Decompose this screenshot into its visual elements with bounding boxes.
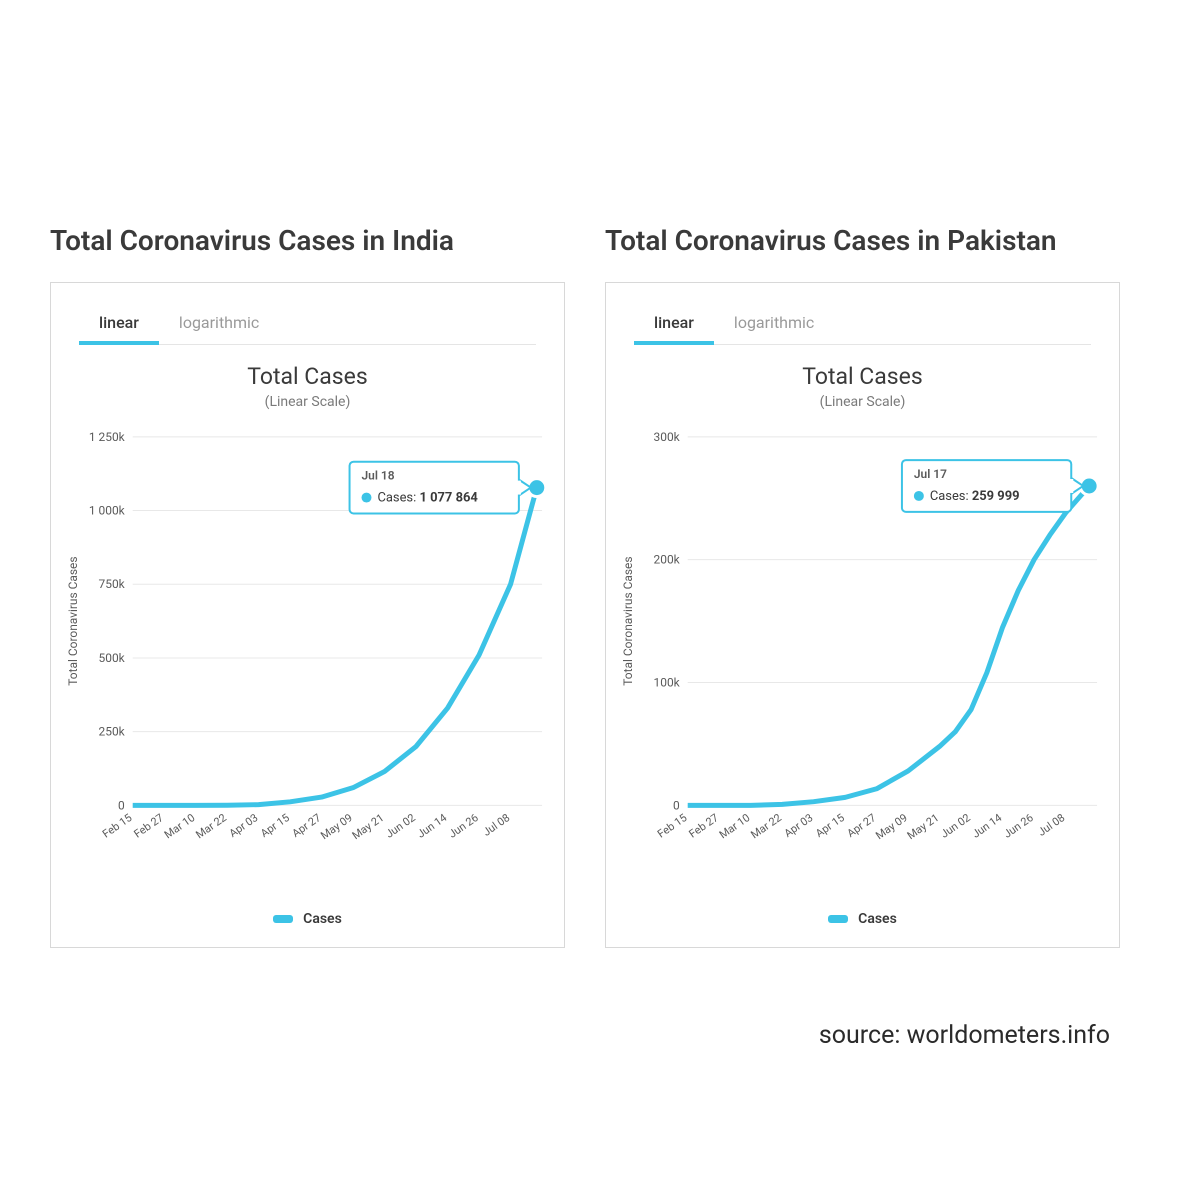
legend-label: Cases <box>303 911 342 927</box>
tabs-pakistan: linear logarithmic <box>634 303 1091 345</box>
legend-swatch <box>273 915 293 923</box>
svg-text:Jul 08: Jul 08 <box>480 811 512 839</box>
legend[interactable]: Cases <box>616 908 1109 927</box>
svg-text:May 21: May 21 <box>905 811 942 842</box>
svg-text:Jun 26: Jun 26 <box>1001 811 1036 841</box>
tab-linear[interactable]: linear <box>634 303 714 344</box>
svg-text:May 21: May 21 <box>350 811 387 842</box>
tab-logarithmic[interactable]: logarithmic <box>159 303 279 344</box>
chart-svg-pakistan: 0 100k 200k 300k Total Coronavirus Cases Feb … <box>616 426 1109 866</box>
panel-india: Total Coronavirus Cases in India linear … <box>50 180 565 948</box>
svg-text:750k: 750k <box>99 577 126 591</box>
svg-text:Jun 02: Jun 02 <box>383 811 418 841</box>
svg-text:Total Coronavirus Cases: Total Coronavirus Cases <box>66 556 80 685</box>
panel-title-pakistan: Total Coronavirus Cases in Pakistan <box>605 180 1120 258</box>
svg-text:Feb 27: Feb 27 <box>687 811 721 841</box>
svg-text:Apr 15: Apr 15 <box>258 811 292 840</box>
svg-text:1 000k: 1 000k <box>89 504 126 518</box>
chart-card-india: linear logarithmic Total Cases (Linear S… <box>50 282 565 948</box>
svg-text:500k: 500k <box>99 651 126 665</box>
svg-text:100k: 100k <box>654 676 681 690</box>
panel-title-india: Total Coronavirus Cases in India <box>50 180 565 258</box>
svg-text:Total Coronavirus Cases: Total Coronavirus Cases <box>621 556 635 685</box>
svg-text:1 250k: 1 250k <box>89 430 126 444</box>
svg-text:Feb 27: Feb 27 <box>132 811 166 841</box>
svg-text:May 09: May 09 <box>318 811 355 842</box>
tab-logarithmic[interactable]: logarithmic <box>714 303 834 344</box>
svg-text:Jun 26: Jun 26 <box>446 811 481 841</box>
svg-text:Cases: 259 999: Cases: 259 999 <box>930 489 1020 504</box>
svg-text:Apr 27: Apr 27 <box>290 811 324 840</box>
svg-text:300k: 300k <box>654 430 681 444</box>
svg-text:Jun 02: Jun 02 <box>938 811 973 841</box>
tabs-india: linear logarithmic <box>79 303 536 345</box>
legend-label: Cases <box>858 911 897 927</box>
panel-pakistan: Total Coronavirus Cases in Pakistan line… <box>605 180 1120 948</box>
svg-text:Apr 27: Apr 27 <box>845 811 879 840</box>
legend[interactable]: Cases <box>61 908 554 927</box>
svg-text:Jun 14: Jun 14 <box>970 811 1005 841</box>
tab-linear[interactable]: linear <box>79 303 159 344</box>
svg-text:Jul 08: Jul 08 <box>1035 811 1067 839</box>
chart-area-pakistan: 0 100k 200k 300k Total Coronavirus Cases Feb … <box>616 426 1109 866</box>
svg-text:Cases: 1 077 864: Cases: 1 077 864 <box>377 491 478 506</box>
chart-card-pakistan: linear logarithmic Total Cases (Linear S… <box>605 282 1120 948</box>
svg-text:May 09: May 09 <box>873 811 910 842</box>
svg-text:Feb 15: Feb 15 <box>100 811 134 841</box>
svg-text:250k: 250k <box>99 725 126 739</box>
chart-area-india: 0 250k 500k 750k 1 000k 1 250k Total Coronavir… <box>61 426 554 866</box>
chart-subtitle: (Linear Scale) <box>61 394 554 410</box>
svg-text:Mar 10: Mar 10 <box>162 811 197 841</box>
svg-text:Mar 22: Mar 22 <box>748 811 783 841</box>
svg-text:Mar 10: Mar 10 <box>717 811 752 841</box>
chart-title: Total Cases <box>61 363 554 390</box>
svg-text:Apr 03: Apr 03 <box>782 811 816 840</box>
svg-text:Apr 03: Apr 03 <box>227 811 261 840</box>
svg-text:Feb 15: Feb 15 <box>655 811 689 841</box>
svg-text:Apr 15: Apr 15 <box>813 811 847 840</box>
svg-text:Jun 14: Jun 14 <box>415 811 450 841</box>
chart-subtitle: (Linear Scale) <box>616 394 1109 410</box>
svg-text:Jul 18: Jul 18 <box>362 469 395 483</box>
chart-svg-india: 0 250k 500k 750k 1 000k 1 250k Total Coronavir… <box>61 426 554 866</box>
chart-container: Total Coronavirus Cases in India linear … <box>0 180 1170 948</box>
legend-swatch <box>828 915 848 923</box>
source-text: source: worldometers.info <box>819 1021 1110 1050</box>
svg-text:Mar 22: Mar 22 <box>193 811 228 841</box>
chart-title: Total Cases <box>616 363 1109 390</box>
svg-text:Jul 17: Jul 17 <box>914 467 947 481</box>
svg-text:200k: 200k <box>654 553 681 567</box>
svg-text:0: 0 <box>118 798 125 812</box>
svg-text:0: 0 <box>673 798 680 812</box>
